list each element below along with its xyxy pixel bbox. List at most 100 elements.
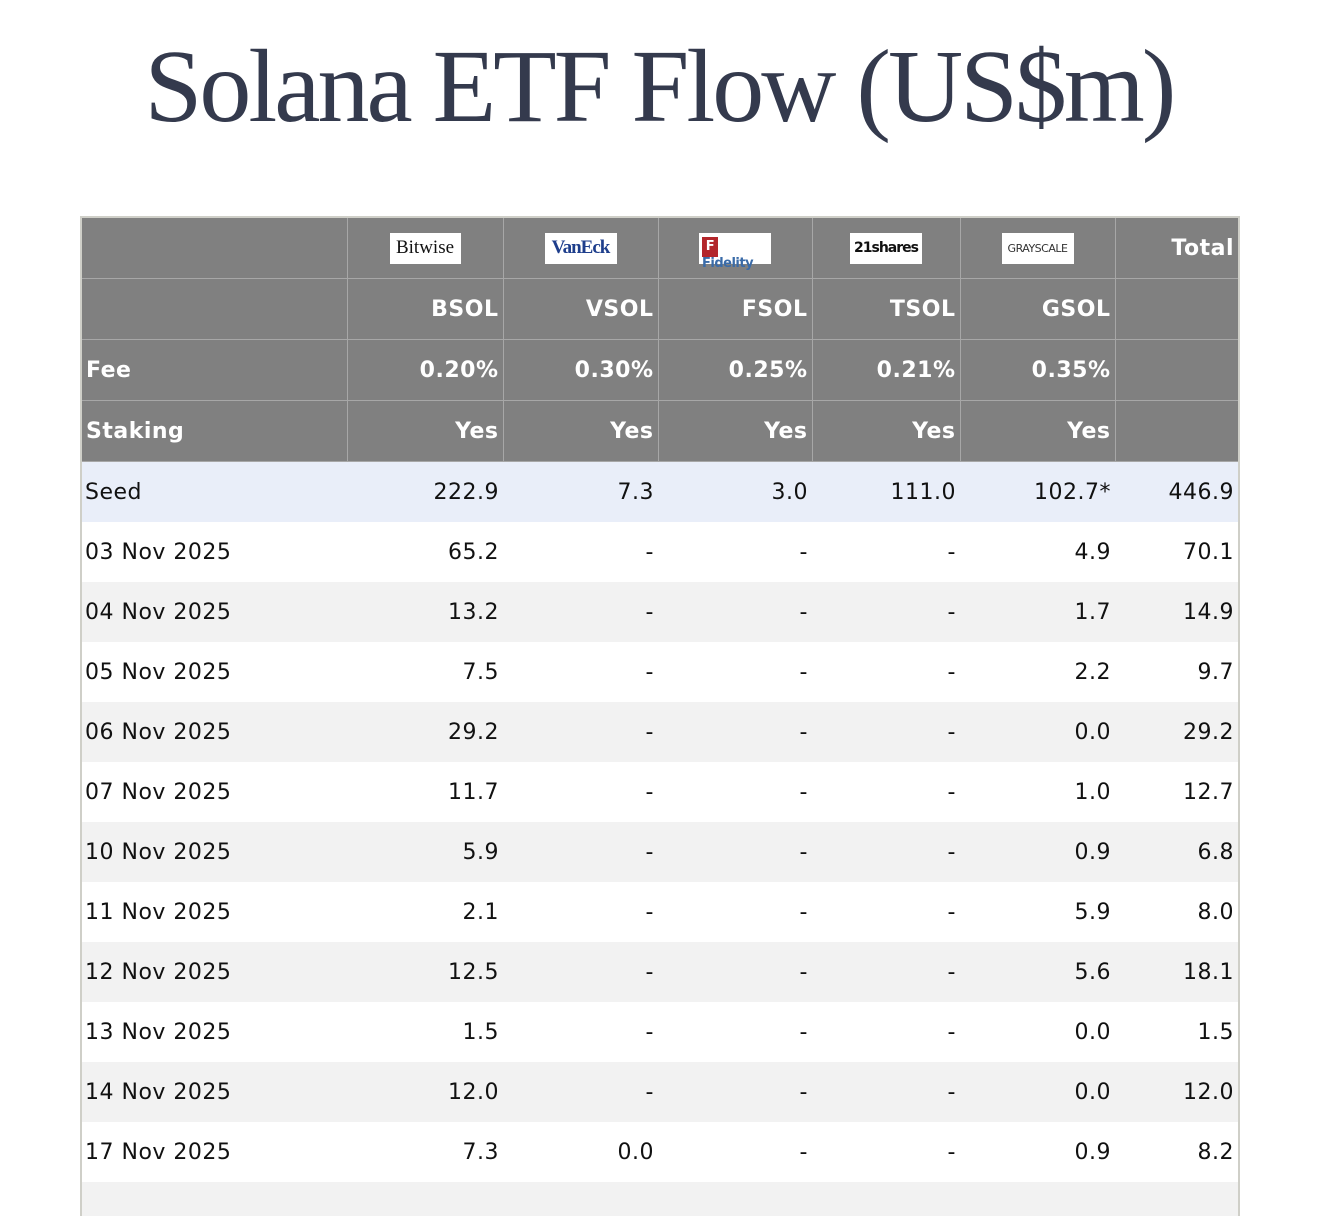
row-value-cell xyxy=(960,1182,1115,1216)
row-value-cell: 1.7 xyxy=(960,582,1115,642)
row-value-cell: - xyxy=(812,882,960,942)
row-value-cell: - xyxy=(812,1002,960,1062)
header-logo-cell-fidelity: FFidelity xyxy=(658,218,812,279)
row-total-cell: 12.7 xyxy=(1115,762,1238,822)
row-value-cell xyxy=(503,1182,658,1216)
row-value-cell: - xyxy=(658,1062,812,1122)
row-value-cell: - xyxy=(503,702,658,762)
grayscale-logo: GRAYSCALE xyxy=(1002,233,1074,264)
table-row xyxy=(82,1182,1238,1216)
row-date-cell: 13 Nov 2025 xyxy=(82,1002,347,1062)
staking-label: Staking xyxy=(82,401,347,462)
row-value-cell: 7.5 xyxy=(347,642,503,702)
fidelity-logo-text: Fidelity xyxy=(702,256,753,271)
row-value-cell: 5.9 xyxy=(347,822,503,882)
row-value-cell: - xyxy=(658,702,812,762)
header-logo-cell-vaneck: VanEck xyxy=(503,218,658,279)
page-title: Solana ETF Flow (US$m) xyxy=(0,22,1318,152)
row-value-cell: - xyxy=(503,1002,658,1062)
row-value-cell: 3.0 xyxy=(658,462,812,523)
row-value-cell: 65.2 xyxy=(347,522,503,582)
row-value-cell: 1.0 xyxy=(960,762,1115,822)
header-row-staking: Staking Yes Yes Yes Yes Yes xyxy=(82,401,1238,462)
fee-cell: 0.25% xyxy=(658,340,812,401)
header-logo-cell-grayscale: GRAYSCALE xyxy=(960,218,1115,279)
row-value-cell: - xyxy=(658,522,812,582)
row-value-cell: - xyxy=(812,702,960,762)
row-value-cell: 7.3 xyxy=(503,462,658,523)
header-blank-cell xyxy=(1115,279,1238,340)
header-blank-cell xyxy=(1115,340,1238,401)
21shares-logo: 21shares xyxy=(850,233,922,264)
row-value-cell: - xyxy=(658,582,812,642)
row-value-cell: 5.6 xyxy=(960,942,1115,1002)
row-value-cell: - xyxy=(812,762,960,822)
row-date-cell: 03 Nov 2025 xyxy=(82,522,347,582)
row-value-cell xyxy=(658,1182,812,1216)
row-value-cell: 11.7 xyxy=(347,762,503,822)
row-date-cell: 07 Nov 2025 xyxy=(82,762,347,822)
row-value-cell: - xyxy=(503,882,658,942)
etf-flow-table-container: Bitwise VanEck FFidelity 21shares GRAYSC… xyxy=(80,216,1240,1216)
row-value-cell: 0.9 xyxy=(960,1122,1115,1182)
row-value-cell: - xyxy=(812,822,960,882)
ticker-cell: BSOL xyxy=(347,279,503,340)
row-total-cell: 446.9 xyxy=(1115,462,1238,523)
staking-cell: Yes xyxy=(960,401,1115,462)
row-value-cell: - xyxy=(812,942,960,1002)
row-value-cell: - xyxy=(658,642,812,702)
row-value-cell: 29.2 xyxy=(347,702,503,762)
fidelity-logo: FFidelity xyxy=(699,233,771,264)
row-value-cell: 0.0 xyxy=(960,1002,1115,1062)
row-total-cell xyxy=(1115,1182,1238,1216)
row-value-cell xyxy=(347,1182,503,1216)
fidelity-mark-icon: F xyxy=(702,237,718,257)
row-value-cell: - xyxy=(503,642,658,702)
row-value-cell: - xyxy=(503,822,658,882)
row-total-cell: 8.2 xyxy=(1115,1122,1238,1182)
row-total-cell: 8.0 xyxy=(1115,882,1238,942)
row-value-cell: - xyxy=(812,582,960,642)
row-value-cell: - xyxy=(658,1122,812,1182)
fee-cell: 0.35% xyxy=(960,340,1115,401)
fee-cell: 0.21% xyxy=(812,340,960,401)
staking-cell: Yes xyxy=(503,401,658,462)
row-date-cell: 14 Nov 2025 xyxy=(82,1062,347,1122)
header-blank-cell xyxy=(82,279,347,340)
row-value-cell: - xyxy=(503,762,658,822)
row-value-cell: 4.9 xyxy=(960,522,1115,582)
row-value-cell: 0.0 xyxy=(503,1122,658,1182)
row-date-cell: Seed xyxy=(82,462,347,523)
etf-flow-table: Bitwise VanEck FFidelity 21shares GRAYSC… xyxy=(82,218,1238,1216)
row-value-cell: - xyxy=(658,822,812,882)
row-value-cell: 12.0 xyxy=(347,1062,503,1122)
row-value-cell: 5.9 xyxy=(960,882,1115,942)
row-value-cell: - xyxy=(503,1062,658,1122)
row-total-cell: 1.5 xyxy=(1115,1002,1238,1062)
row-total-cell: 29.2 xyxy=(1115,702,1238,762)
row-value-cell: - xyxy=(812,1122,960,1182)
row-value-cell: 0.0 xyxy=(960,1062,1115,1122)
fee-label: Fee xyxy=(82,340,347,401)
row-value-cell: - xyxy=(658,942,812,1002)
header-row-tickers: BSOL VSOL FSOL TSOL GSOL xyxy=(82,279,1238,340)
row-value-cell: 12.5 xyxy=(347,942,503,1002)
bitwise-logo: Bitwise xyxy=(390,233,461,264)
row-value-cell: - xyxy=(658,762,812,822)
vaneck-logo: VanEck xyxy=(545,233,617,264)
row-total-cell: 9.7 xyxy=(1115,642,1238,702)
row-value-cell: 222.9 xyxy=(347,462,503,523)
row-value-cell: - xyxy=(503,942,658,1002)
row-value-cell xyxy=(812,1182,960,1216)
row-total-cell: 18.1 xyxy=(1115,942,1238,1002)
header-blank-cell xyxy=(82,218,347,279)
